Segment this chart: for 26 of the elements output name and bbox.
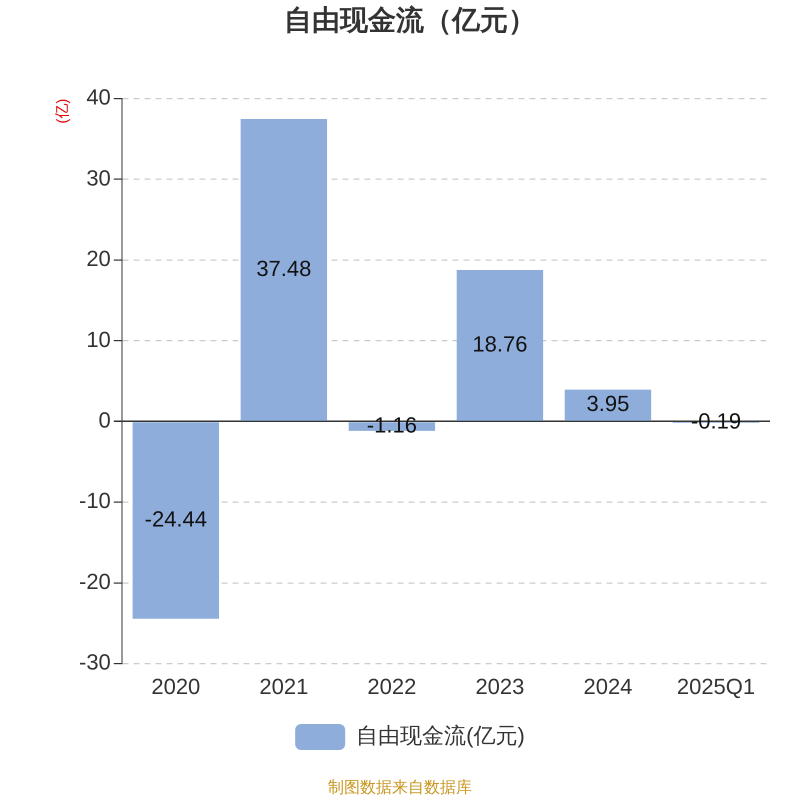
x-tick-label: 2024: [583, 674, 632, 699]
y-tick-label: 40: [86, 84, 111, 110]
data-label: -24.44: [144, 506, 208, 532]
x-tick-label: 2022: [367, 674, 416, 699]
x-tick-label: 2025Q1: [676, 674, 756, 699]
y-tick-label: 10: [86, 326, 111, 352]
data-label: 18.76: [472, 331, 528, 356]
y-tick-label: 0: [98, 408, 111, 433]
x-tick-label: 2023: [475, 674, 524, 699]
bar: [456, 270, 544, 421]
bar: [240, 118, 328, 421]
y-tick-label: -20: [79, 568, 111, 594]
x-tick-label: 2020: [151, 674, 200, 699]
y-tick-label: -10: [79, 488, 111, 514]
bar: [564, 390, 652, 421]
x-tick-label: 2021: [259, 674, 308, 699]
y-tick-label: 30: [86, 165, 111, 190]
text: 制图数据来自数据库: [328, 778, 472, 796]
y-tick-label: 20: [86, 246, 111, 272]
chart-title: 自由现金流（亿元）: [284, 4, 536, 36]
y-axis-title: (亿): [54, 98, 72, 124]
bar: [132, 422, 220, 619]
y-tick-label: -30: [79, 650, 111, 675]
data-label: 3.95: [586, 391, 630, 416]
data-label: 37.48: [256, 256, 312, 281]
legend-label: 自由现金流(亿元): [356, 723, 525, 748]
